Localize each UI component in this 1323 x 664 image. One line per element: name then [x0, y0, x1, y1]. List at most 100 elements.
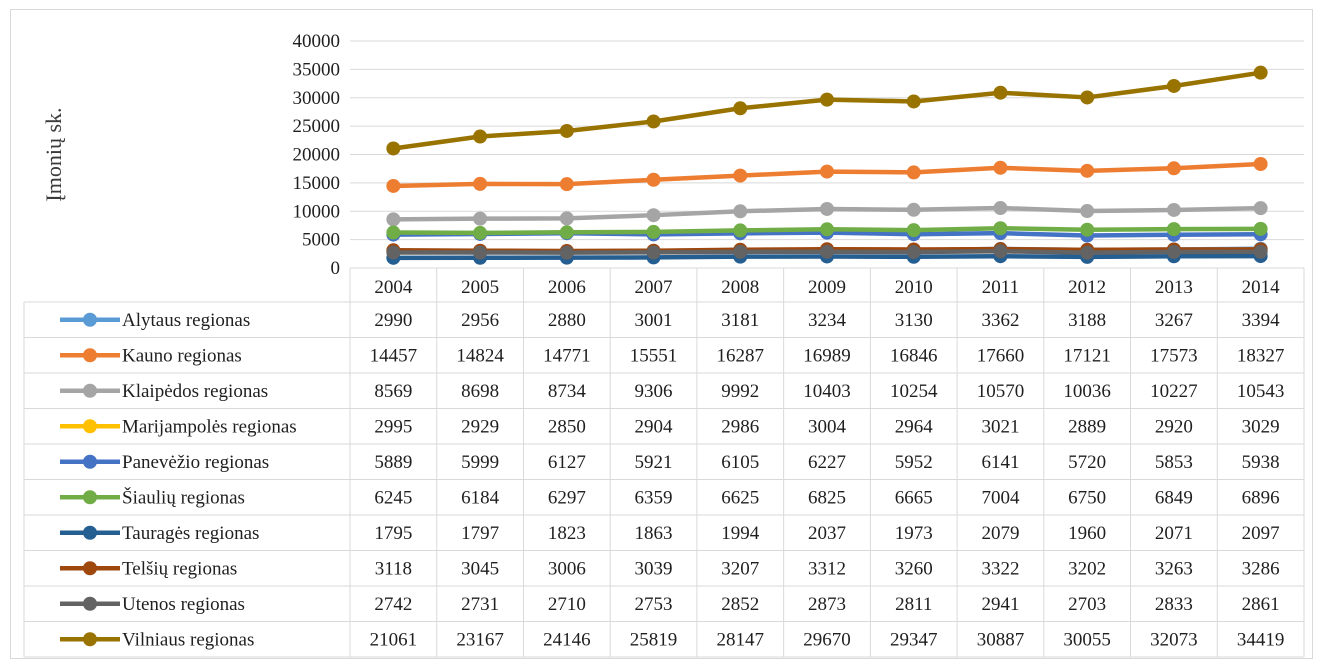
x-tick-label: 2006 [548, 277, 586, 298]
data-label: 1994 [721, 523, 760, 544]
data-label: 1797 [461, 523, 499, 544]
data-label: 6105 [721, 452, 759, 473]
data-label: 6625 [721, 487, 759, 508]
data-point [473, 211, 488, 226]
data-label: 21061 [370, 629, 418, 650]
data-point [473, 129, 488, 144]
data-label: 5889 [374, 452, 412, 473]
data-label: 18327 [1237, 345, 1285, 366]
data-label: 25819 [630, 629, 678, 650]
data-label: 2037 [808, 523, 846, 544]
data-label: 17573 [1150, 345, 1198, 366]
x-tick-label: 2005 [461, 277, 499, 298]
data-label: 2986 [721, 416, 759, 437]
data-label: 1795 [374, 523, 412, 544]
data-label: 3234 [808, 310, 847, 331]
data-point [386, 141, 401, 156]
data-point [559, 211, 574, 226]
y-tick-label: 0 [331, 258, 341, 279]
data-point [993, 221, 1008, 236]
data-label: 2079 [981, 523, 1019, 544]
data-point [646, 172, 661, 187]
data-point [1253, 221, 1268, 236]
data-label: 2703 [1068, 594, 1106, 615]
x-tick-label: 2009 [808, 277, 846, 298]
data-label: 2964 [895, 416, 934, 437]
data-label: 10227 [1150, 381, 1198, 402]
data-label: 14771 [543, 345, 591, 366]
data-label: 3045 [461, 558, 499, 579]
legend-key-marker [83, 490, 97, 505]
data-label: 2880 [548, 310, 586, 331]
data-label: 6849 [1155, 487, 1193, 508]
data-label: 6665 [895, 487, 933, 508]
data-label: 3118 [375, 558, 412, 579]
data-point [993, 244, 1008, 259]
data-label: 2956 [461, 310, 499, 331]
data-label: 6245 [374, 487, 412, 508]
data-label: 16989 [803, 345, 851, 366]
data-point [733, 101, 748, 116]
y-tick-label: 15000 [293, 173, 341, 194]
y-tick-label: 20000 [293, 145, 341, 166]
data-label: 1863 [635, 523, 673, 544]
legend-label: Telšių regionas [122, 558, 237, 579]
data-label: 8698 [461, 381, 499, 402]
data-label: 6825 [808, 487, 846, 508]
data-label: 16287 [717, 345, 765, 366]
data-label: 6297 [548, 487, 586, 508]
data-label: 3004 [808, 416, 847, 437]
data-label: 3263 [1155, 558, 1193, 579]
data-point [906, 245, 921, 260]
legend-key-marker [83, 596, 97, 611]
data-label: 30055 [1063, 629, 1111, 650]
data-point [646, 224, 661, 239]
data-label: 10403 [803, 381, 851, 402]
data-label: 2850 [548, 416, 586, 437]
data-label: 14457 [370, 345, 418, 366]
chart-frame: Įmonių sk. 0 5000 10000 15000 20000 25000 3000… [10, 9, 1313, 659]
data-label: 1823 [548, 523, 586, 544]
legend-key-marker [83, 454, 97, 469]
data-label: 30887 [977, 629, 1025, 650]
data-label: 5853 [1155, 452, 1193, 473]
data-point [993, 85, 1008, 100]
legend-key-marker [83, 312, 97, 327]
data-point [386, 245, 401, 260]
data-point [1253, 156, 1268, 171]
data-label: 2990 [374, 310, 412, 331]
legend-label: Marijampolės regionas [122, 416, 297, 437]
data-label: 9992 [721, 381, 759, 402]
data-label: 2920 [1155, 416, 1193, 437]
data-label: 2889 [1068, 416, 1106, 437]
legend-key-marker [83, 383, 97, 398]
data-label: 3207 [721, 558, 759, 579]
x-tick-label: 2011 [982, 277, 1019, 298]
legend-key-marker [83, 561, 97, 576]
data-label: 3267 [1155, 310, 1193, 331]
legend-label: Kauno regionas [122, 345, 242, 366]
data-label: 2833 [1155, 594, 1193, 615]
data-point [820, 222, 834, 237]
data-point [993, 201, 1008, 216]
data-label: 2753 [635, 594, 673, 615]
y-tick-label: 25000 [293, 116, 341, 137]
data-label: 14824 [456, 345, 504, 366]
data-point [733, 168, 748, 183]
data-point [1166, 78, 1181, 93]
y-axis-title: Įmonių sk. [41, 107, 66, 201]
y-tick-label: 30000 [293, 88, 341, 109]
data-point [733, 244, 748, 259]
data-label: 29347 [890, 629, 938, 650]
data-point [733, 204, 748, 219]
data-label: 3130 [895, 310, 933, 331]
data-point [1253, 244, 1268, 259]
data-label: 6184 [461, 487, 500, 508]
data-point [1080, 245, 1095, 260]
data-label: 3202 [1068, 558, 1106, 579]
legend-label: Alytaus regionas [122, 310, 250, 331]
data-label: 10036 [1063, 381, 1111, 402]
data-label: 3029 [1242, 416, 1280, 437]
legend-label: Šiaulių regionas [122, 486, 245, 508]
data-label: 3362 [981, 310, 1019, 331]
